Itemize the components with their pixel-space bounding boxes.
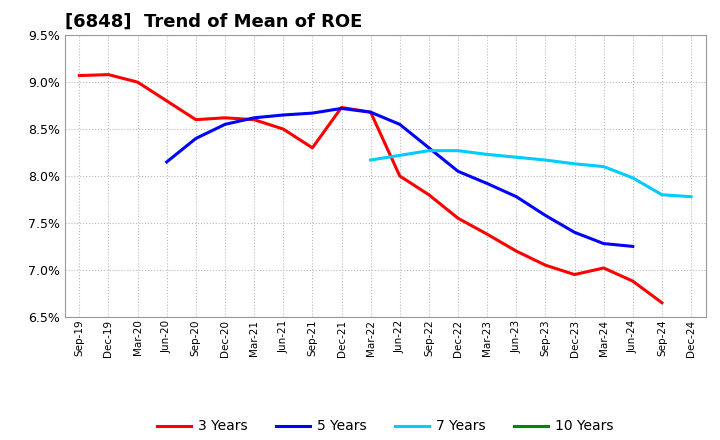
3 Years xyxy=(308,145,317,150)
3 Years xyxy=(395,173,404,179)
5 Years xyxy=(599,241,608,246)
7 Years xyxy=(395,153,404,158)
3 Years xyxy=(250,117,258,122)
5 Years xyxy=(395,122,404,127)
7 Years xyxy=(512,154,521,160)
3 Years xyxy=(133,80,142,85)
5 Years xyxy=(512,194,521,199)
7 Years xyxy=(629,175,637,180)
3 Years xyxy=(337,105,346,110)
3 Years xyxy=(75,73,84,78)
5 Years xyxy=(570,230,579,235)
3 Years xyxy=(483,231,492,237)
5 Years xyxy=(629,244,637,249)
3 Years xyxy=(541,263,550,268)
3 Years xyxy=(163,98,171,103)
5 Years xyxy=(220,122,229,127)
3 Years xyxy=(279,126,287,132)
3 Years xyxy=(366,110,375,115)
7 Years xyxy=(687,194,696,199)
Line: 5 Years: 5 Years xyxy=(167,108,633,246)
3 Years xyxy=(220,115,229,121)
7 Years xyxy=(366,158,375,163)
5 Years xyxy=(192,136,200,141)
3 Years xyxy=(425,192,433,198)
3 Years xyxy=(192,117,200,122)
Text: [6848]  Trend of Mean of ROE: [6848] Trend of Mean of ROE xyxy=(65,13,362,31)
5 Years xyxy=(250,115,258,121)
7 Years xyxy=(657,192,666,198)
5 Years xyxy=(541,213,550,218)
7 Years xyxy=(454,148,462,153)
5 Years xyxy=(454,169,462,174)
7 Years xyxy=(541,158,550,163)
7 Years xyxy=(425,148,433,153)
3 Years xyxy=(104,72,113,77)
3 Years xyxy=(512,249,521,254)
7 Years xyxy=(570,161,579,166)
7 Years xyxy=(599,164,608,169)
5 Years xyxy=(163,159,171,165)
5 Years xyxy=(337,106,346,111)
3 Years xyxy=(657,300,666,305)
5 Years xyxy=(279,112,287,117)
3 Years xyxy=(454,216,462,221)
5 Years xyxy=(308,110,317,116)
5 Years xyxy=(366,110,375,115)
5 Years xyxy=(483,181,492,186)
3 Years xyxy=(570,272,579,277)
7 Years xyxy=(483,152,492,157)
3 Years xyxy=(629,279,637,284)
3 Years xyxy=(599,265,608,271)
Line: 3 Years: 3 Years xyxy=(79,75,662,303)
Line: 7 Years: 7 Years xyxy=(371,150,691,197)
5 Years xyxy=(425,145,433,150)
Legend: 3 Years, 5 Years, 7 Years, 10 Years: 3 Years, 5 Years, 7 Years, 10 Years xyxy=(151,414,619,439)
